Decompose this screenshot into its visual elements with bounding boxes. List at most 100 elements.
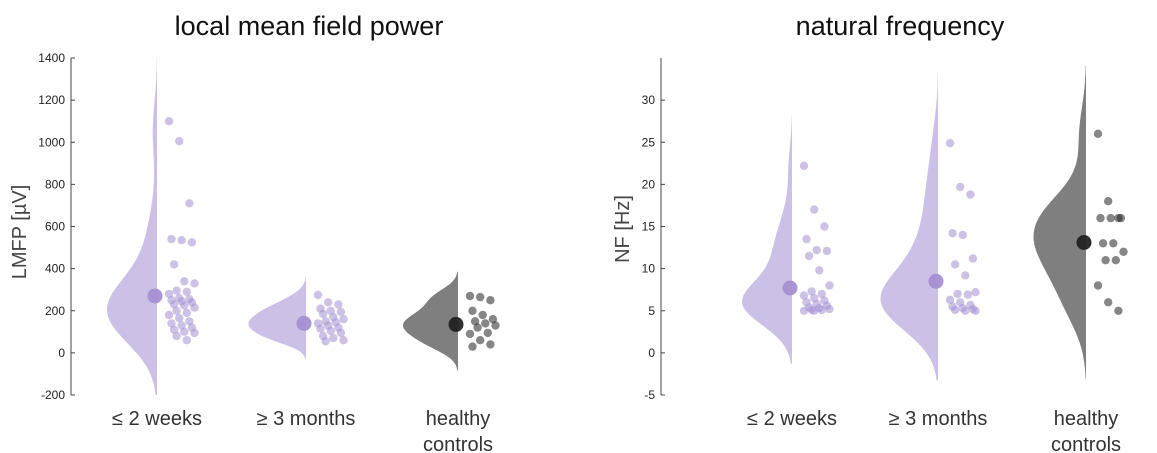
data-point [1106,213,1115,223]
data-point [164,310,174,320]
data-point [470,317,480,326]
density-cloud [403,271,458,371]
y-tick-label: 600 [45,220,65,234]
y-tick-label: 5 [648,304,655,318]
data-point [953,289,962,299]
category-label: controls [423,434,493,453]
y-tick-label: -200 [41,388,65,402]
category-label: ≤ 2 weeks [112,408,202,430]
data-point [1098,239,1108,248]
group-3: healthy controls [1033,65,1128,453]
data-point [313,290,323,300]
data-point [810,306,819,315]
data-point [182,308,191,318]
y-tick-label: -5 [644,388,655,402]
category-label: ≥ 3 months [889,408,988,430]
category-label: healthy [426,408,491,430]
y-tick-label: 0 [648,346,655,360]
mean-marker [1076,235,1092,250]
data-point [336,328,346,338]
data-point [483,328,492,338]
group-1: ≤ 2 weeks [742,113,837,430]
data-point [1093,129,1103,138]
y-axis-label: LMFP [µV] [9,185,31,280]
data-point [316,324,325,333]
data-point [820,222,829,231]
data-point [175,137,184,146]
data-point [1116,213,1126,223]
data-point [486,296,495,305]
data-point [185,317,194,326]
data-point [807,287,816,296]
data-point [825,281,834,290]
data-point [334,300,343,309]
density-cloud [742,113,792,364]
data-point [172,306,181,315]
data-point [1114,306,1123,315]
y-tick-label: 1200 [38,93,65,107]
data-point [822,246,832,256]
data-point [190,303,199,312]
data-point [180,277,189,286]
data-point [164,117,174,126]
data-point [169,300,179,309]
data-point [1104,298,1113,307]
group-3: healthy controls [403,271,500,453]
data-point [339,315,348,324]
data-point [164,289,174,299]
data-point [326,326,335,335]
data-point [476,292,485,302]
y-tick-label: 1400 [38,51,65,65]
data-point [966,190,975,199]
data-point [175,313,184,323]
category-label: controls [1051,434,1121,453]
data-point [468,342,477,351]
data-point [817,289,826,299]
data-point [177,236,186,245]
y-tick-label: 0 [58,346,65,360]
data-point [185,199,194,208]
data-point [1109,239,1118,248]
data-point [190,328,199,338]
data-point [336,307,346,316]
data-point [473,323,482,332]
data-point [799,291,809,300]
data-point [1093,281,1103,290]
data-point [971,306,980,315]
data-point [956,182,965,192]
data-point [948,229,957,238]
data-point [180,301,189,310]
mean-marker [782,280,798,296]
y-tick-label: 20 [642,177,656,191]
group-1: ≤ 2 weeks [107,58,202,430]
data-point [799,306,809,315]
data-point [478,310,487,320]
data-point [481,319,490,328]
group-2: ≥ 3 months [248,276,356,430]
data-point [491,321,500,330]
data-point [465,329,475,339]
category-label: healthy [1054,408,1119,430]
data-point [190,279,199,288]
data-point [177,321,186,330]
data-point [318,309,328,319]
data-point [950,305,960,315]
data-point [958,230,967,240]
data-point [167,319,176,328]
chart-panel-2: natural frequency -5 0 5 10 15 20 25 30 NF [Hz] ≤ … [612,11,1128,453]
y-tick-label: 25 [642,135,656,149]
data-point [804,251,814,261]
data-point [799,161,809,170]
chart-title: local mean field power [175,11,444,41]
y-tick-label: 30 [642,93,656,107]
y-tick-label: 400 [45,262,65,276]
y-tick-label: 800 [45,177,65,191]
data-point [810,205,819,214]
data-point [465,291,475,301]
data-point [169,260,179,269]
data-point [182,336,191,345]
y-tick-label: 1000 [38,135,65,149]
category-label: ≥ 3 months [257,408,356,430]
